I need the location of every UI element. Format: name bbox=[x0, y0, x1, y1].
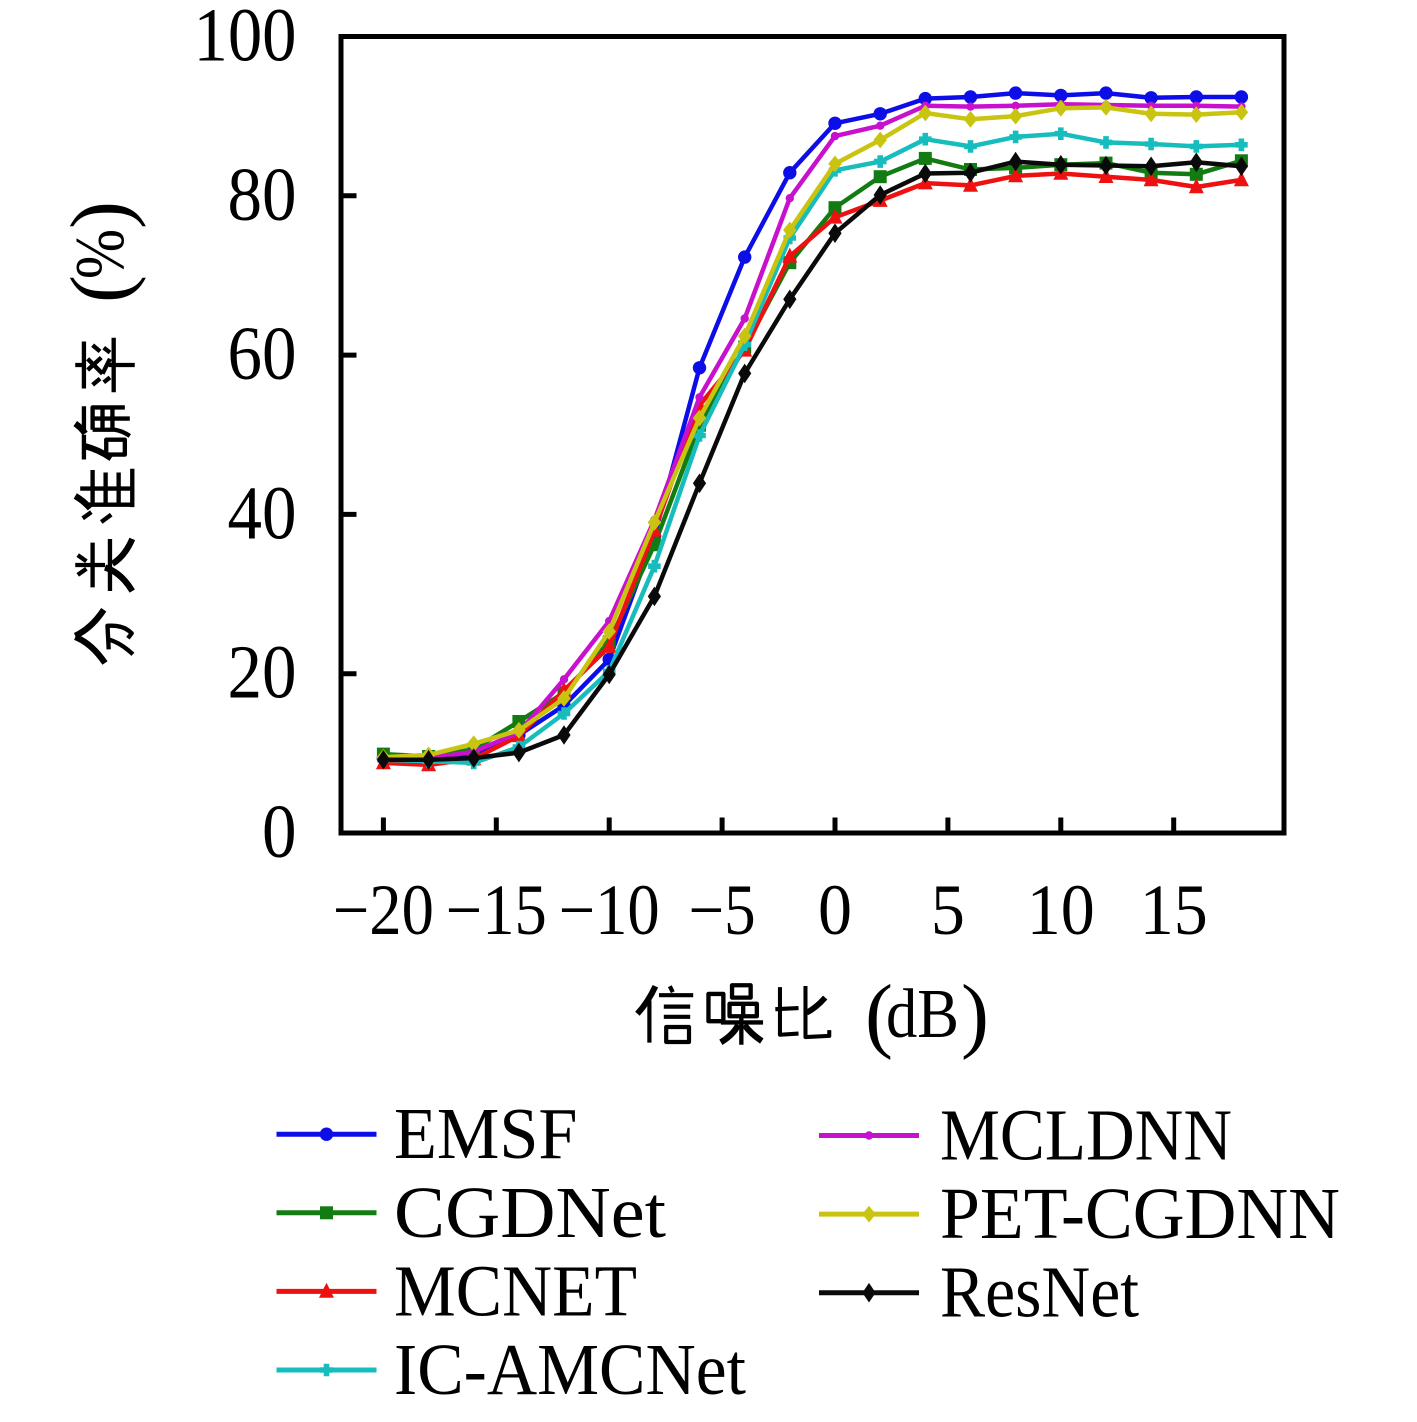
svg-text:ResNet: ResNet bbox=[940, 1252, 1139, 1333]
svg-text:80: 80 bbox=[228, 153, 297, 237]
svg-text:−10: −10 bbox=[559, 870, 660, 950]
svg-text:dB: dB bbox=[886, 976, 959, 1053]
svg-text:20: 20 bbox=[228, 631, 297, 715]
svg-text:%: % bbox=[62, 229, 139, 279]
svg-text:−15: −15 bbox=[446, 870, 547, 950]
svg-text:100: 100 bbox=[194, 0, 297, 78]
svg-text:PET-CGDNN: PET-CGDNN bbox=[940, 1173, 1340, 1254]
svg-text:MCLDNN: MCLDNN bbox=[940, 1095, 1232, 1176]
svg-text:40: 40 bbox=[228, 471, 297, 555]
svg-text:MCNET: MCNET bbox=[394, 1250, 637, 1331]
svg-text:): ) bbox=[961, 968, 989, 1061]
svg-text:15: 15 bbox=[1140, 870, 1208, 950]
svg-text:CGDNet: CGDNet bbox=[394, 1172, 666, 1253]
svg-text:−5: −5 bbox=[689, 870, 756, 950]
svg-text:0: 0 bbox=[262, 790, 297, 874]
svg-text:−20: −20 bbox=[333, 870, 434, 950]
svg-text:10: 10 bbox=[1027, 870, 1095, 950]
svg-text:(: ( bbox=[865, 968, 893, 1061]
svg-text:(: ( bbox=[54, 275, 147, 303]
svg-text:5: 5 bbox=[931, 870, 965, 950]
svg-text:EMSF: EMSF bbox=[394, 1093, 578, 1174]
svg-text:IC-AMCNet: IC-AMCNet bbox=[394, 1329, 746, 1410]
svg-text:60: 60 bbox=[228, 312, 297, 396]
svg-text:): ) bbox=[54, 201, 147, 229]
svg-text:0: 0 bbox=[818, 870, 852, 950]
